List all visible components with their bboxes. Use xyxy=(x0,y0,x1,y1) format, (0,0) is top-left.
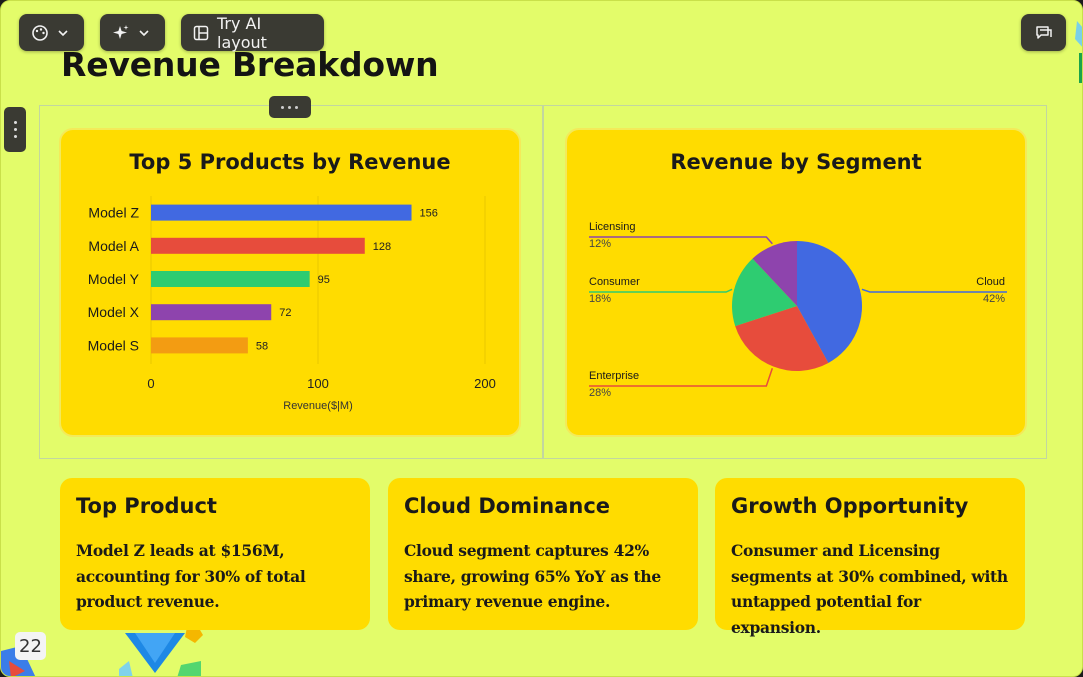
pie-leader-line xyxy=(861,288,1007,293)
page-title: Revenue Breakdown xyxy=(61,45,439,84)
pie-slice xyxy=(732,258,797,327)
pie-segment-label: Enterprise xyxy=(589,370,639,382)
y-category-label: Model X xyxy=(88,304,140,320)
bar xyxy=(151,271,310,287)
column-divider[interactable] xyxy=(542,105,544,459)
insight-card: Top Product Model Z leads at $156M, acco… xyxy=(60,478,370,630)
chart-title: Revenue by Segment xyxy=(670,150,922,174)
y-category-label: Model Y xyxy=(88,271,140,287)
bar-value-label: 156 xyxy=(420,208,438,220)
insight-body: Cloud segment captures 42% share, growin… xyxy=(404,541,661,611)
block-drag-handle[interactable] xyxy=(269,96,311,118)
y-category-label: Model S xyxy=(88,337,139,353)
y-category-label: Model Z xyxy=(88,205,139,221)
insight-body: Consumer and Licensing segments at 30% c… xyxy=(731,541,1008,637)
pie-leader-line xyxy=(589,368,774,387)
insight-title: Growth Opportunity xyxy=(731,494,969,518)
pie-chart-card: Revenue by Segment Cloud 42% Enterprise 28%… xyxy=(565,128,1027,437)
insight-title: Cloud Dominance xyxy=(404,494,611,518)
bar-value-label: 128 xyxy=(373,241,391,253)
theme-dropdown-button[interactable] xyxy=(19,14,84,51)
bar-value-label: 58 xyxy=(256,340,268,352)
x-tick-label: 0 xyxy=(147,376,154,391)
pie-percent-label: 42% xyxy=(983,293,1005,305)
pie-segment-label: Licensing xyxy=(589,221,635,233)
pie-segment-label: Cloud xyxy=(976,276,1005,288)
pie-slice xyxy=(735,306,829,371)
bar xyxy=(151,237,365,254)
x-axis-label: Revenue($|M) xyxy=(283,400,353,412)
insight-body: Model Z leads at $156M, accounting for 3… xyxy=(76,541,306,611)
pie-slice xyxy=(752,241,797,306)
sparkle-icon xyxy=(112,24,130,42)
row-drag-handle[interactable] xyxy=(4,107,26,152)
pie-slice xyxy=(797,241,862,363)
layout-icon xyxy=(193,25,209,41)
bar-chart: 0 100 200 Model Z 156 Model A 128 Model Y 95 Mode… xyxy=(88,196,496,412)
pie-percent-label: 12% xyxy=(589,238,611,250)
bar xyxy=(151,204,412,221)
pie-segment-label: Consumer xyxy=(589,276,640,288)
try-ai-layout-label: Try AI layout xyxy=(217,13,267,52)
pie-percent-label: 28% xyxy=(589,387,611,399)
pie-percent-label: 18% xyxy=(589,293,611,305)
insight-card: Growth Opportunity Consumer and Licensin… xyxy=(715,478,1025,637)
decorative-shape xyxy=(1075,21,1082,83)
chevron-down-icon xyxy=(57,27,69,39)
pie-leader-line xyxy=(589,236,773,245)
x-tick-label: 200 xyxy=(474,376,496,391)
y-category-label: Model A xyxy=(88,238,139,254)
page-number-badge: 22 xyxy=(15,632,46,660)
ai-dropdown-button[interactable] xyxy=(100,14,165,51)
bar-value-label: 72 xyxy=(279,307,291,319)
comment-button[interactable] xyxy=(1021,14,1066,51)
x-tick-label: 100 xyxy=(307,376,329,391)
pie-chart: Cloud 42% Enterprise 28% Consumer 18% Licensin… xyxy=(589,221,1007,399)
bar xyxy=(151,337,248,354)
palette-icon xyxy=(31,24,49,42)
pie-leader-line xyxy=(589,288,733,293)
bar-chart-card: Top 5 Products by Revenue 0 100 200 Model Z… xyxy=(59,128,521,437)
chevron-down-icon xyxy=(138,27,150,39)
comment-icon xyxy=(1035,24,1053,42)
insight-card: Cloud Dominance Cloud segment captures 4… xyxy=(388,478,698,630)
try-ai-layout-button[interactable]: Try AI layout xyxy=(181,13,324,52)
bar-value-label: 95 xyxy=(318,274,330,286)
insight-title: Top Product xyxy=(76,494,217,518)
chart-title: Top 5 Products by Revenue xyxy=(129,150,451,174)
bar xyxy=(151,304,272,321)
